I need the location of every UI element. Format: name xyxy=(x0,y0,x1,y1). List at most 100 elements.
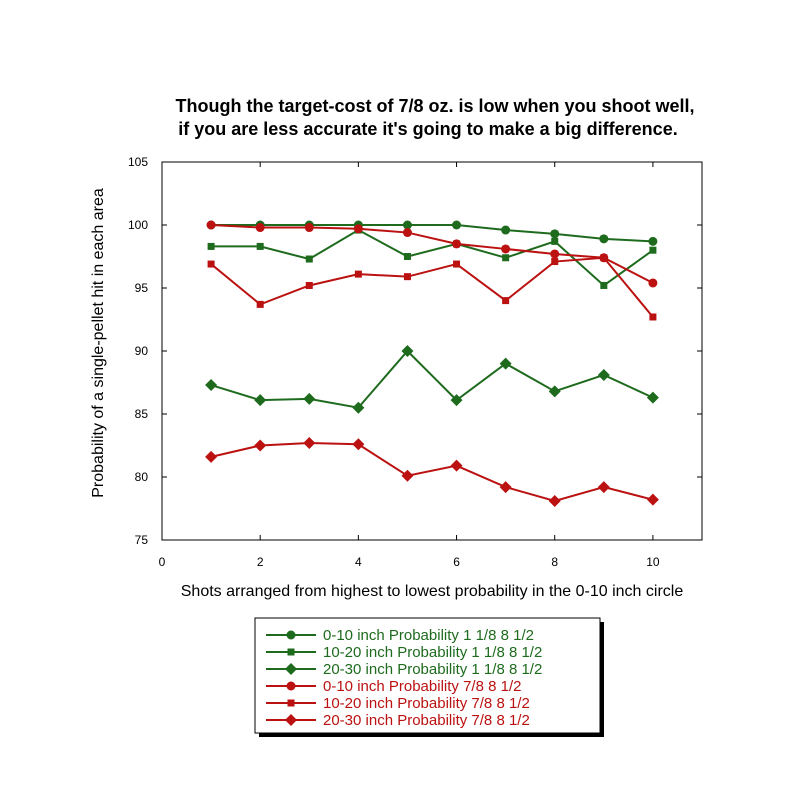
series-6 xyxy=(205,436,659,507)
series-2 xyxy=(207,226,657,289)
data-point xyxy=(207,260,215,268)
legend-label: 0-10 inch Probability 7/8 8 1/2 xyxy=(323,678,521,695)
legend-entry-3: 20-30 inch Probability 1 1/8 8 1/2 xyxy=(266,661,542,678)
x-tick-label: 2 xyxy=(257,555,264,569)
data-point xyxy=(403,253,411,260)
data-point xyxy=(255,223,265,233)
legend-swatch-marker xyxy=(286,630,296,640)
data-point xyxy=(499,481,512,494)
data-point xyxy=(256,300,264,308)
data-point xyxy=(205,450,218,463)
legend-entry-2: 10-20 inch Probability 1 1/8 8 1/2 xyxy=(266,644,542,661)
legend-label: 10-20 inch Probability 1 1/8 8 1/2 xyxy=(323,644,542,661)
series-4 xyxy=(206,220,658,288)
legend-swatch-marker xyxy=(287,699,295,707)
data-point xyxy=(450,394,463,407)
series-line xyxy=(211,228,654,287)
data-point xyxy=(600,254,608,262)
data-point xyxy=(453,260,461,268)
data-point xyxy=(354,270,362,278)
y-tick-label: 100 xyxy=(128,218,148,232)
data-point xyxy=(206,220,216,230)
data-point xyxy=(502,297,510,305)
legend: 0-10 inch Probability 1 1/8 8 1/210-20 i… xyxy=(254,617,604,737)
data-point xyxy=(502,254,510,262)
data-point xyxy=(649,313,657,321)
data-point xyxy=(352,401,365,414)
data-point xyxy=(550,249,560,259)
data-point xyxy=(402,220,412,230)
x-tick-label: 6 xyxy=(453,555,460,569)
legend-entry-6: 20-30 inch Probability 7/8 8 1/2 xyxy=(266,712,530,729)
x-tick-label: 10 xyxy=(646,555,660,569)
chart-title-line-2: if you are less accurate it's going to m… xyxy=(178,119,677,139)
y-tick-label: 75 xyxy=(135,533,149,547)
data-point xyxy=(597,368,610,381)
data-point xyxy=(646,493,659,506)
y-tick-label: 105 xyxy=(128,155,148,169)
data-point xyxy=(401,469,414,482)
data-point xyxy=(403,273,411,281)
data-point xyxy=(646,391,659,404)
legend-label: 10-20 inch Probability 7/8 8 1/2 xyxy=(323,695,530,712)
legend-entry-5: 10-20 inch Probability 7/8 8 1/2 xyxy=(266,695,530,712)
data-point xyxy=(305,281,313,289)
y-tick-label: 90 xyxy=(135,344,149,358)
x-tick-label: 8 xyxy=(551,555,558,569)
series-layer xyxy=(205,220,659,507)
data-point xyxy=(304,223,314,233)
legend-swatch-marker xyxy=(285,714,297,726)
x-tick-label: 0 xyxy=(159,555,166,569)
series-5 xyxy=(207,254,657,321)
data-point xyxy=(401,345,414,357)
series-line xyxy=(210,256,654,318)
data-point xyxy=(551,237,559,245)
legend-label: 20-30 inch Probability 1 1/8 8 1/2 xyxy=(323,661,542,678)
data-point xyxy=(352,438,365,451)
data-point xyxy=(353,224,363,234)
series-line xyxy=(211,224,653,243)
data-point xyxy=(600,281,608,289)
data-point xyxy=(256,242,264,250)
chart-title-line-1: Though the target-cost of 7/8 oz. is low… xyxy=(175,96,694,116)
data-point xyxy=(205,379,218,392)
series-1 xyxy=(206,220,658,246)
x-axis-title: Shots arranged from highest to lowest pr… xyxy=(181,583,684,600)
data-point xyxy=(648,236,658,246)
data-point xyxy=(501,225,511,235)
data-point xyxy=(254,394,267,407)
legend-box xyxy=(254,617,601,734)
data-point xyxy=(207,242,215,250)
x-tick-label: 4 xyxy=(355,555,362,569)
legend-swatch-marker xyxy=(285,663,297,675)
data-point xyxy=(501,244,511,254)
series-line xyxy=(210,349,654,409)
data-point xyxy=(303,436,316,449)
data-point xyxy=(450,459,463,472)
data-point xyxy=(550,229,560,239)
data-point xyxy=(649,246,657,254)
legend-swatch-marker xyxy=(287,648,295,656)
data-point xyxy=(551,258,559,266)
data-point xyxy=(303,392,316,405)
data-point xyxy=(452,220,462,230)
y-axis-title: Probability of a single-pellet hit in ea… xyxy=(90,188,107,498)
plot-frame xyxy=(161,161,703,541)
legend-label: 20-30 inch Probability 7/8 8 1/2 xyxy=(323,712,530,729)
legend-entry-1: 0-10 inch Probability 1 1/8 8 1/2 xyxy=(266,627,534,644)
data-point xyxy=(452,239,462,249)
series-line xyxy=(211,224,654,284)
data-point xyxy=(548,385,561,398)
data-point xyxy=(548,494,561,507)
data-point xyxy=(597,481,610,494)
series-line xyxy=(210,441,654,502)
data-point xyxy=(648,278,658,288)
y-tick-label: 80 xyxy=(135,470,149,484)
data-point xyxy=(305,255,313,263)
y-tick-label: 85 xyxy=(135,407,149,421)
data-point xyxy=(254,439,267,452)
legend-entry-4: 0-10 inch Probability 7/8 8 1/2 xyxy=(266,678,521,695)
data-point xyxy=(599,234,609,244)
y-axis: 75 80 85 90 95 100 105 xyxy=(128,155,702,547)
